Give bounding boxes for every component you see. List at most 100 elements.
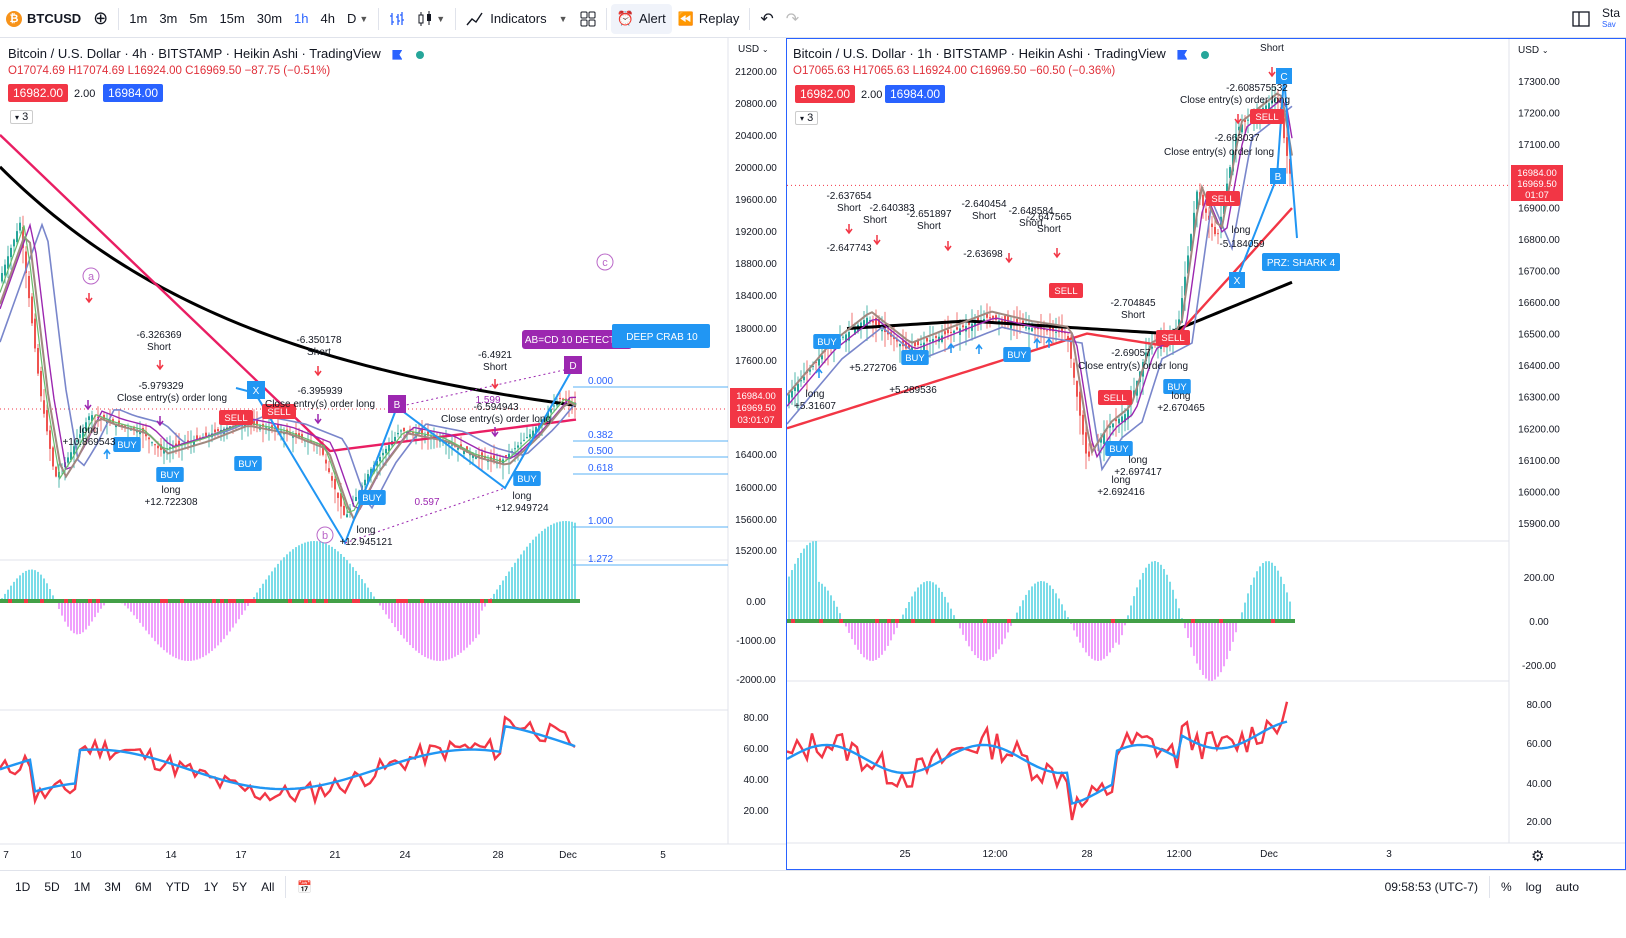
left-currency-label[interactable]: USD ⌄ — [738, 44, 769, 55]
osc-zero-dot — [112, 599, 116, 603]
interval-4h[interactable]: 4h — [320, 11, 335, 26]
left-indicator-counter[interactable]: ▾ 3 — [10, 110, 34, 124]
range-1m[interactable]: 1M — [73, 879, 91, 894]
ema-50-line — [787, 105, 1293, 472]
range-1y[interactable]: 1Y — [203, 879, 219, 894]
candle-body — [977, 316, 979, 322]
interval-30m[interactable]: 30m — [256, 11, 283, 26]
candle-body — [379, 456, 381, 462]
candle-body — [511, 451, 513, 453]
chart-type-bars-button[interactable] — [383, 0, 411, 38]
right-indicator-counter[interactable]: ▾ 3 — [795, 111, 819, 125]
candle-body — [73, 446, 75, 455]
osc-zero-dot — [1215, 619, 1219, 623]
candle-body — [1010, 323, 1012, 329]
osc-zero-dot — [979, 619, 983, 623]
right-buy-price[interactable]: 16984.00 — [885, 85, 946, 103]
osc-zero-dot — [192, 599, 196, 603]
candle-body — [532, 430, 534, 438]
candle-body — [812, 365, 814, 367]
osc-zero-dot — [48, 599, 52, 603]
range-3m[interactable]: 3M — [104, 879, 122, 894]
templates-button[interactable] — [574, 0, 602, 38]
osc-zero-dot — [564, 599, 568, 603]
right-chart-legend: Bitcoin / U.S. Dollar · 1h · BITSTAMP · … — [793, 46, 1210, 61]
candles-icon — [418, 10, 432, 26]
osc-zero-dot — [136, 599, 140, 603]
range-5d[interactable]: 5D — [44, 879, 60, 894]
interval-d[interactable]: D ▼ — [341, 0, 374, 38]
range-6m[interactable]: 6M — [135, 879, 152, 894]
buy-tag: BUY — [905, 353, 925, 364]
osc-zero-dot — [991, 619, 995, 623]
long-arrow-icon — [975, 343, 983, 354]
interval-1m[interactable]: 1m — [129, 11, 148, 26]
alert-button[interactable]: ⏰ Alert — [610, 3, 672, 34]
range-5y[interactable]: 5Y — [232, 879, 248, 894]
interval-1h[interactable]: 1h — [294, 11, 309, 26]
trade-annotation: -2.704845 — [1110, 298, 1155, 309]
ema-5-line — [0, 225, 577, 514]
rsi-blue-line — [787, 720, 1288, 805]
fib-level-label: 1.272 — [588, 554, 613, 565]
goto-date-button[interactable]: 📅 — [290, 880, 319, 894]
interval-3m[interactable]: 3m — [159, 11, 178, 26]
settings-gear-icon[interactable]: ⚙ — [1531, 848, 1545, 865]
right-counter-value: 3 — [807, 112, 814, 124]
flag-icon[interactable] — [392, 49, 403, 60]
left-buy-price[interactable]: 16984.00 — [103, 84, 164, 102]
rsi-tick-label: 60.00 — [743, 744, 768, 755]
pattern-badge-bg — [522, 330, 632, 349]
short-arrow-icon — [1234, 114, 1242, 125]
price-tag-last: 16969.50 — [736, 403, 776, 414]
candle-body — [256, 420, 258, 426]
osc-zero-dot — [32, 599, 36, 603]
right-chart-canvas[interactable]: 17300.00 17200.00 17100.00 16900.00 16800.00… — [787, 39, 1625, 869]
trade-arrow-icon — [491, 427, 499, 438]
trade-annotation: -5.979329 — [138, 381, 183, 392]
osc-zero-dot — [84, 599, 88, 603]
candle-body — [1085, 432, 1087, 454]
alert-label: Alert — [638, 11, 666, 26]
price-tick-label: 16500.00 — [1518, 330, 1560, 341]
compare-symbol-button[interactable]: ⊕ — [87, 0, 114, 38]
right-currency-label[interactable]: USD ⌄ — [1518, 45, 1549, 56]
price-tick-label: 16800.00 — [1518, 235, 1560, 246]
flag-icon[interactable] — [1177, 49, 1188, 60]
interval-15m[interactable]: 15m — [219, 11, 245, 26]
ema-200-line — [0, 165, 577, 407]
trade-annotation: +12.945121 — [339, 537, 393, 548]
range-ytd[interactable]: YTD — [165, 879, 190, 894]
undo-button[interactable]: ↶ — [754, 0, 779, 38]
replay-button[interactable]: ⏪ Replay — [672, 0, 746, 38]
osc-zero-dot — [576, 599, 580, 603]
candle-body — [385, 448, 387, 454]
percent-toggle[interactable]: % — [1500, 879, 1512, 894]
left-chart-pane[interactable]: 21200.00 20800.00 20400.00 20000.00 19600.00… — [0, 38, 786, 870]
layout-icon — [1572, 10, 1590, 27]
log-toggle[interactable]: log — [1525, 879, 1542, 894]
left-sell-price[interactable]: 16982.00 — [8, 84, 69, 102]
buy-tag: BUY — [117, 440, 137, 451]
right-chart-pane[interactable]: 17300.00 17200.00 17100.00 16900.00 16800.00… — [786, 38, 1626, 870]
redo-button[interactable]: ↷ — [780, 0, 805, 38]
left-chart-canvas[interactable]: 21200.00 20800.00 20400.00 20000.00 19600.00… — [0, 38, 786, 870]
osc-zero-dot — [811, 619, 815, 623]
left-chart-legend: Bitcoin / U.S. Dollar · 4h · BITSTAMP · … — [8, 46, 425, 61]
indicators-icon — [466, 12, 483, 25]
clock-timezone[interactable]: 09:58:53 (UTC-7) — [1384, 879, 1478, 894]
layout-button[interactable] — [1566, 0, 1596, 38]
range-all[interactable]: All — [261, 879, 275, 894]
right-sell-price[interactable]: 16982.00 — [795, 85, 856, 103]
trade-annotation: -2.647565 — [1026, 212, 1071, 223]
price-tick-label: 20400.00 — [735, 131, 777, 142]
time-tick-label: 28 — [492, 850, 504, 861]
symbol-search-button[interactable]: ₿ BTCUSD — [0, 0, 87, 38]
range-1d[interactable]: 1D — [15, 879, 31, 894]
auto-toggle[interactable]: auto — [1555, 879, 1579, 894]
time-tick-label: 25 — [899, 849, 911, 860]
save-status[interactable]: Sta Sav — [1596, 0, 1626, 38]
indicators-button[interactable]: Indicators ▼ — [460, 0, 573, 38]
chart-type-candles-button[interactable]: ▼ — [411, 0, 451, 38]
interval-5m[interactable]: 5m — [189, 11, 208, 26]
